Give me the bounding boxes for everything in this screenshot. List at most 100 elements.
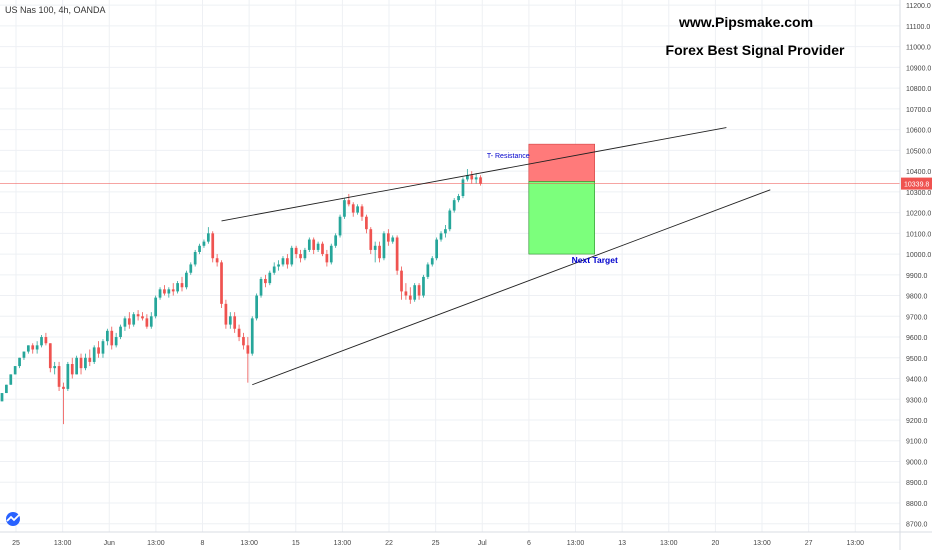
candle-body bbox=[84, 357, 87, 369]
candle-body bbox=[307, 239, 311, 250]
candle-bull bbox=[53, 361, 57, 375]
y-tick-label: 10000.0 bbox=[906, 252, 931, 259]
x-tick-label: 20 bbox=[712, 540, 720, 547]
candle-bear bbox=[395, 235, 399, 275]
y-tick-label: 8700.0 bbox=[906, 522, 928, 529]
candle-bull bbox=[176, 281, 179, 294]
candle-bull bbox=[474, 173, 478, 184]
candle-body bbox=[132, 314, 136, 325]
candle-bear bbox=[404, 283, 408, 300]
candle-bull bbox=[206, 227, 210, 244]
candle-body bbox=[466, 175, 469, 180]
candle-body bbox=[53, 366, 57, 369]
candle-body bbox=[202, 241, 206, 246]
x-tick-label: Jul bbox=[478, 540, 487, 547]
x-tick-label: 13:00 bbox=[847, 540, 865, 547]
position-zones bbox=[528, 143, 595, 255]
candle-body bbox=[334, 235, 338, 246]
candle-body bbox=[171, 289, 175, 292]
resistance-label: T- Resistance bbox=[487, 153, 530, 160]
y-tick-label: 9300.0 bbox=[906, 397, 928, 404]
y-tick-label: 10800.0 bbox=[906, 86, 931, 93]
candle-body bbox=[114, 337, 118, 346]
candle-bull bbox=[329, 243, 333, 265]
stop-loss-zone bbox=[528, 143, 595, 182]
candle-bear bbox=[299, 249, 302, 263]
candle-bear bbox=[48, 343, 52, 373]
candle-bull bbox=[123, 316, 127, 331]
y-tick-label: 10400.0 bbox=[906, 169, 931, 176]
candle-body bbox=[92, 347, 96, 362]
candle-body bbox=[110, 330, 114, 346]
candle-bull bbox=[228, 312, 232, 329]
candle-bear bbox=[145, 314, 149, 329]
candle-body bbox=[75, 357, 78, 375]
candle-bear bbox=[369, 227, 373, 255]
candle-bull bbox=[154, 295, 158, 319]
candle-bear bbox=[171, 283, 175, 296]
candle-body bbox=[452, 200, 456, 211]
candle-body bbox=[391, 237, 395, 242]
candle-bear bbox=[110, 326, 114, 350]
tradingview-logo-icon[interactable] bbox=[4, 512, 22, 526]
candle-bull bbox=[202, 239, 206, 248]
candle-body bbox=[329, 245, 333, 263]
y-tick-label: 9000.0 bbox=[906, 459, 928, 466]
y-tick-label: 11000.0 bbox=[906, 45, 931, 52]
candle-bear bbox=[220, 260, 223, 308]
candle-body bbox=[62, 386, 65, 389]
candle-body bbox=[382, 233, 386, 259]
candle-bull bbox=[307, 237, 311, 252]
candle-bull bbox=[281, 256, 285, 267]
x-tick-label: 13:00 bbox=[334, 540, 352, 547]
candle-body bbox=[259, 278, 263, 296]
candle-body bbox=[220, 262, 223, 304]
x-tick-label: 13:00 bbox=[567, 540, 585, 547]
x-tick-label: 13:00 bbox=[240, 540, 258, 547]
candle-bull bbox=[334, 233, 338, 248]
x-tick-label: 13:00 bbox=[147, 540, 165, 547]
candle-body bbox=[185, 272, 188, 288]
candle-bull bbox=[66, 361, 70, 391]
candle-body bbox=[13, 366, 17, 375]
x-tick-label: 25 bbox=[12, 540, 20, 547]
candle-body bbox=[26, 345, 30, 352]
candle-body bbox=[365, 216, 368, 230]
candle-bear bbox=[136, 310, 140, 321]
candle-body bbox=[163, 289, 166, 294]
candle-body bbox=[316, 243, 320, 250]
candle-body bbox=[360, 206, 364, 217]
candle-bear bbox=[79, 353, 83, 375]
candle-body bbox=[40, 337, 43, 346]
candle-body bbox=[461, 179, 465, 196]
candle-body bbox=[141, 316, 144, 319]
candle-bear bbox=[470, 171, 474, 184]
candles bbox=[0, 169, 482, 425]
candle-bear bbox=[365, 214, 368, 234]
candle-bull bbox=[75, 355, 78, 375]
candle-body bbox=[426, 264, 430, 277]
candle-bull bbox=[13, 366, 17, 375]
candle-body bbox=[294, 247, 298, 255]
candle-body bbox=[149, 316, 153, 327]
candle-bear bbox=[417, 283, 421, 300]
candle-bear bbox=[242, 332, 245, 350]
candle-bear bbox=[400, 266, 403, 300]
symbol-label[interactable]: US Nas 100, 4h, OANDA bbox=[5, 5, 106, 15]
candle-body bbox=[395, 237, 399, 271]
candle-bear bbox=[312, 237, 316, 255]
candle-bear bbox=[141, 312, 144, 321]
candle-bull bbox=[343, 198, 346, 219]
next-target-label: Next Target bbox=[572, 255, 618, 265]
candle-body bbox=[343, 200, 346, 217]
candle-body bbox=[286, 258, 289, 265]
candle-body bbox=[303, 249, 307, 259]
y-tick-label: 9800.0 bbox=[906, 294, 928, 301]
candle-body bbox=[31, 345, 35, 350]
candle-body bbox=[404, 291, 408, 296]
candle-body bbox=[35, 345, 39, 350]
candle-bull bbox=[114, 332, 118, 348]
candle-body bbox=[176, 283, 179, 292]
candle-body bbox=[0, 393, 4, 402]
